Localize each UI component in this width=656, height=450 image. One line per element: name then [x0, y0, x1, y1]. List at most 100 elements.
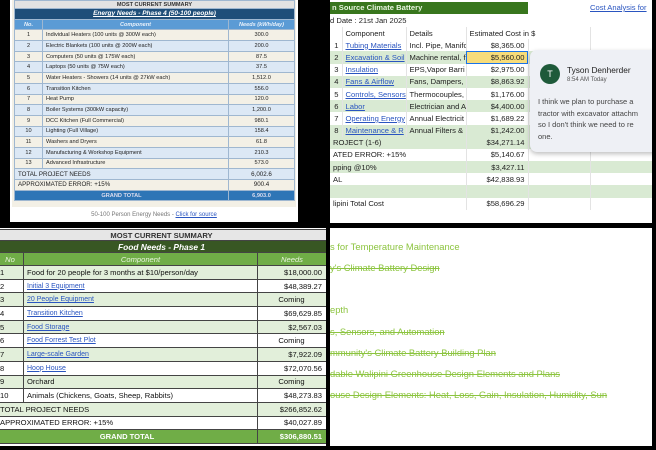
- empty-cell[interactable]: [528, 185, 591, 198]
- table-title: Food Needs - Phase 1: [0, 240, 326, 253]
- row-details[interactable]: Electrician and A: [406, 100, 467, 113]
- row-component-link[interactable]: Operating Energy: [342, 112, 407, 125]
- row-no: 6: [0, 333, 24, 349]
- outline-link[interactable]: y's Climate Battery Design: [330, 262, 440, 273]
- row-cost[interactable]: $8,863.92: [466, 75, 529, 88]
- row-cost[interactable]: $1,689.22: [466, 112, 529, 125]
- empty-cell[interactable]: [528, 39, 591, 52]
- row-component-link[interactable]: Labor: [342, 100, 407, 113]
- row-cost[interactable]: $1,176.00: [466, 87, 529, 101]
- row-needs: 210.3: [228, 146, 295, 159]
- table-row: 8 Maintenance & R Annual Filters & $1,242.0…: [330, 124, 652, 137]
- row-no: 4: [330, 75, 343, 88]
- row-needs: 980.1: [228, 114, 295, 127]
- header-cost: Estimated Cost in $: [466, 27, 591, 40]
- outline-link[interactable]: ouse Design Elements: Heat, Loss, Gain, …: [330, 389, 608, 400]
- row-needs: 300.0: [228, 29, 295, 42]
- header-component: Component: [42, 18, 229, 31]
- outline-link[interactable]: dable Walipini Greenhouse Design Element…: [330, 368, 560, 379]
- row-component: Electric Blankets (100 units @ 200W each…: [42, 40, 229, 52]
- comment-card[interactable]: T Tyson Denherder 8:54 AM Today I think …: [530, 50, 652, 152]
- grand-value: $306,880.51: [256, 429, 326, 444]
- row-no: 13: [14, 157, 43, 170]
- summary-label: MOST CURRENT SUMMARY: [14, 0, 295, 9]
- row-no: 7: [14, 93, 43, 106]
- row-component-link[interactable]: Controls, Sensors: [342, 87, 407, 101]
- row-no: 1: [14, 29, 43, 42]
- row-component-link[interactable]: Initial 3 Equipment: [23, 278, 258, 294]
- row-details[interactable]: EPS,Vapor Barri: [406, 63, 467, 76]
- row-needs: 1,512.0: [228, 72, 295, 84]
- comment-line: so I don't think we need to re: [538, 120, 634, 129]
- row-component-link[interactable]: Fans & Airflow: [342, 75, 407, 88]
- empty-cell[interactable]: [528, 161, 591, 174]
- summary-cost[interactable]: $5,140.67: [466, 148, 529, 162]
- outline-link[interactable]: mmunity's Climate Battery Building Plan: [330, 347, 496, 358]
- row-no: 2: [330, 51, 343, 64]
- error-label: APPROXIMATED ERROR: +15%: [14, 179, 229, 191]
- table-row: 12 Manufacturing & Workshop Equipment 210.…: [14, 146, 295, 159]
- row-component-link[interactable]: Transition Kitchen: [23, 306, 258, 321]
- table-row: 1 Tubing Materials Incl. Pipe, Manifo $8,36…: [330, 39, 652, 52]
- row-component-link[interactable]: Large-scale Garden: [23, 347, 258, 362]
- row-details[interactable]: Thermocouples,: [406, 87, 467, 101]
- row-component: Lighting (Full Village): [42, 125, 229, 138]
- summary-cost[interactable]: [466, 185, 529, 198]
- date-label: d Date : 21st Jan 2025: [330, 16, 407, 25]
- outline-link[interactable]: s, Sensors, and Automation: [330, 326, 445, 337]
- header-component: Component: [342, 27, 407, 40]
- summary-cost[interactable]: $3,427.11: [466, 161, 529, 174]
- outline-link[interactable]: epth: [330, 304, 349, 315]
- row-details[interactable]: Machine rental, f: [406, 51, 467, 64]
- row-component-link[interactable]: Hoop House: [23, 360, 258, 376]
- row-component-link[interactable]: Food Storage: [23, 319, 258, 335]
- row-component-link[interactable]: Excavation & Soil: [342, 51, 407, 64]
- outline-link[interactable]: s for Temperature Maintenance: [330, 241, 460, 252]
- empty-cell[interactable]: [590, 197, 652, 210]
- row-component-link[interactable]: Tubing Materials: [342, 39, 407, 52]
- table-row: 8 Hoop House $72,070.56: [0, 360, 326, 376]
- row-no: 10: [0, 388, 24, 403]
- row-no: 12: [14, 146, 43, 159]
- summary-label: MOST CURRENT SUMMARY: [0, 229, 326, 241]
- cost-analysis-link[interactable]: Cost Analysis for: [590, 3, 647, 12]
- row-component: Manufacturing & Workshop Equipment: [42, 146, 229, 159]
- empty-cell[interactable]: [528, 173, 591, 186]
- row-details[interactable]: Incl. Pipe, Manifo: [406, 39, 467, 52]
- row-component-link[interactable]: Maintenance & R: [342, 124, 407, 137]
- row-component-link[interactable]: Food Forrest Test Plot: [23, 333, 258, 349]
- empty-cell[interactable]: [528, 197, 591, 210]
- row-needs: 200.0: [228, 40, 295, 52]
- row-component: Transition Kitchen: [42, 82, 229, 95]
- row-cost[interactable]: $8,365.00: [466, 39, 529, 52]
- table-title[interactable]: Energy Needs - Phase 4 (50-100 people): [14, 8, 295, 20]
- row-cost[interactable]: $2,975.00: [466, 63, 529, 76]
- summary-cost[interactable]: $58,696.29: [466, 197, 529, 210]
- row-component: Food for 20 people for 3 months at $10/p…: [23, 265, 258, 280]
- row-no: 5: [0, 319, 24, 335]
- summary-cost[interactable]: $42,838.93: [466, 173, 529, 186]
- climate-battery-sheet: n Source Climate Battery Cost Analysis f…: [330, 0, 652, 223]
- row-component: Computers (50 units @ 175W each): [42, 50, 229, 63]
- source-link[interactable]: Click for source: [175, 212, 217, 218]
- empty-cell[interactable]: [590, 173, 652, 186]
- row-cost[interactable]: $1,242.00: [466, 124, 529, 137]
- empty-cell[interactable]: [590, 161, 652, 174]
- summary-label: [330, 185, 467, 198]
- row-details[interactable]: Annual Electricit: [406, 112, 467, 125]
- summary-cost[interactable]: $34,271.14: [466, 136, 529, 149]
- row-component-link[interactable]: 20 People Equipment: [23, 292, 258, 308]
- empty-cell[interactable]: [590, 39, 652, 52]
- row-component-link[interactable]: Insulation: [342, 63, 407, 76]
- comment-line: I think we plan to purchase a: [538, 97, 634, 106]
- row-cost[interactable]: $5,560.00: [466, 51, 529, 64]
- row-details[interactable]: Annual Filters &: [406, 124, 467, 137]
- empty-cell[interactable]: [590, 185, 652, 198]
- row-needs: Coming: [256, 333, 326, 349]
- header-needs: Needs (kWh/day): [228, 18, 295, 31]
- summary-row: pping @10% $3,427.11: [330, 161, 652, 174]
- row-cost[interactable]: $4,400.00: [466, 100, 529, 113]
- error-value: $40,027.89: [256, 415, 326, 431]
- food-needs-panel: MOST CURRENT SUMMARY Food Needs - Phase …: [0, 228, 326, 446]
- row-details[interactable]: Fans, Dampers,: [406, 75, 467, 88]
